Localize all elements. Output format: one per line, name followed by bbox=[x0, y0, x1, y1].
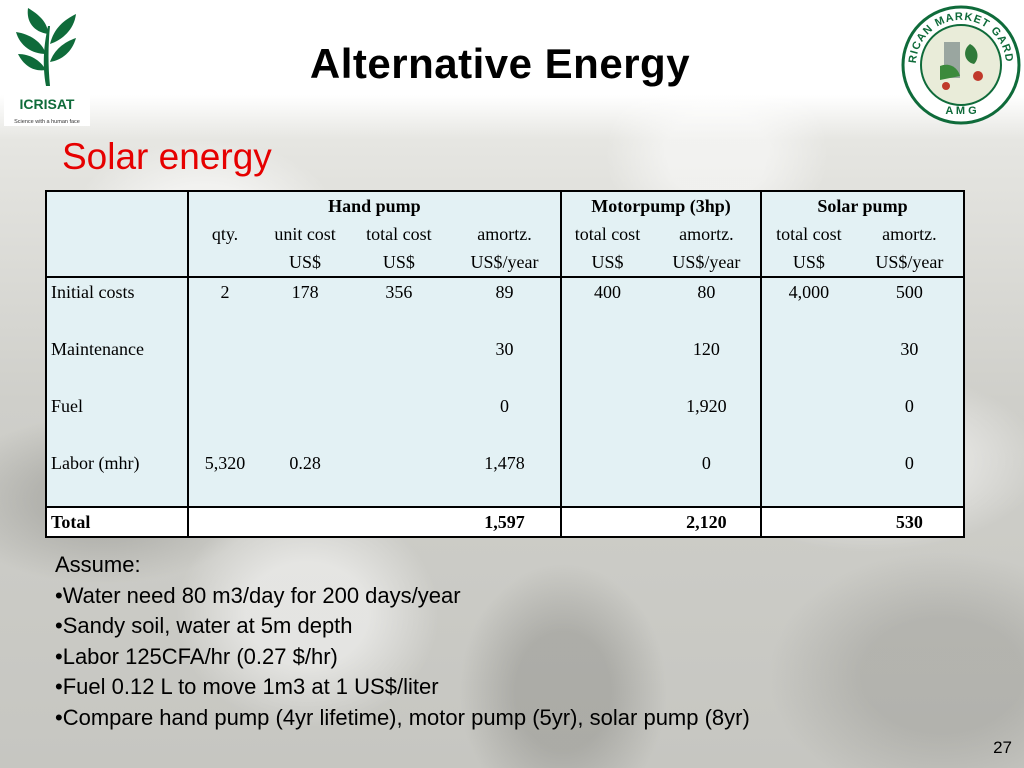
table-cell bbox=[261, 335, 349, 363]
subheader-amortz: amortz. bbox=[882, 223, 937, 244]
table-cell: 500 bbox=[895, 281, 923, 302]
unit-cell: US$/year bbox=[652, 248, 761, 278]
icrisat-tagline: Science with a human face bbox=[14, 119, 80, 125]
table-cell: 1,478 bbox=[484, 452, 525, 473]
subheader-amortz: amortz. bbox=[477, 223, 532, 244]
table-cell bbox=[560, 335, 653, 363]
subheader-qty: qty. bbox=[186, 220, 262, 248]
table-cell: 0 bbox=[904, 452, 914, 473]
table-row: Maintenance 30 120 30 bbox=[46, 335, 964, 363]
group-motorpump: Motorpump (3hp) bbox=[560, 191, 761, 220]
unit-cell: US$ bbox=[560, 248, 653, 278]
amg-seal-icon: AFRICAN MARKET GARDEN A M G bbox=[896, 0, 1021, 125]
amg-abbr: A M G bbox=[945, 105, 976, 117]
table-row: Labor (mhr) 5,320 0.28 1,478 0 0 bbox=[46, 449, 964, 477]
assumption-item: •Compare hand pump (4yr lifetime), motor… bbox=[55, 704, 750, 730]
table-cell: 30 bbox=[900, 338, 919, 359]
table-cell: 356 bbox=[385, 281, 413, 302]
total-solar-pump: 530 bbox=[855, 506, 964, 537]
table-cell bbox=[349, 392, 449, 420]
group-hand-pump: Hand pump bbox=[186, 191, 562, 220]
slide-subtitle: Solar energy bbox=[62, 136, 272, 177]
assumption-item: •Water need 80 m3/day for 200 days/year bbox=[55, 582, 461, 608]
corner-cell bbox=[46, 191, 188, 220]
table-row: Fuel 0 1,920 0 bbox=[46, 392, 964, 420]
table-cell: 89 bbox=[495, 281, 514, 302]
table-cell bbox=[349, 449, 449, 477]
table-subheader-row: qty. unit cost total cost amortz. total … bbox=[46, 220, 964, 248]
assumption-item: •Sandy soil, water at 5m depth bbox=[55, 613, 353, 638]
subheader-total-cost: total cost bbox=[560, 220, 653, 248]
table-cell: 1,920 bbox=[686, 395, 727, 416]
row-label: Fuel bbox=[51, 395, 84, 416]
row-label: Maintenance bbox=[51, 338, 144, 359]
table-cell bbox=[759, 335, 856, 363]
table-cell bbox=[349, 335, 449, 363]
table-cell: 4,000 bbox=[759, 277, 856, 306]
table-cell bbox=[560, 392, 653, 420]
table-cell: 0 bbox=[904, 395, 914, 416]
assumption-item: •Fuel 0.12 L to move 1m3 at 1 US$/liter bbox=[55, 674, 439, 699]
table-cell: 0 bbox=[701, 452, 711, 473]
table-cell: 120 bbox=[692, 338, 720, 359]
subheader-unit-cost: unit cost bbox=[274, 223, 336, 244]
unit-cell: US$ bbox=[261, 248, 349, 278]
unit-cell: US$ bbox=[348, 248, 449, 278]
icrisat-wordmark: ICRISAT bbox=[20, 96, 75, 112]
table-cell bbox=[186, 392, 262, 420]
unit-cell: US$ bbox=[759, 248, 856, 278]
slide-title: Alternative Energy bbox=[309, 40, 691, 87]
assumptions-list: Assume: •Water need 80 m3/day for 200 da… bbox=[55, 550, 750, 733]
row-label: Labor (mhr) bbox=[51, 452, 140, 473]
amg-logo: AFRICAN MARKET GARDEN A M G bbox=[896, 0, 1022, 126]
icrisat-logo: ICRISAT Science with a human face bbox=[4, 4, 90, 126]
assumptions-heading: Assume: bbox=[55, 552, 141, 577]
table-cell bbox=[186, 335, 262, 363]
table-cell bbox=[261, 392, 349, 420]
subheader-total-cost: total cost bbox=[366, 223, 432, 244]
group-solar-pump: Solar pump bbox=[759, 191, 964, 220]
row-label: Initial costs bbox=[51, 281, 135, 302]
total-label: Total bbox=[46, 506, 188, 537]
cost-comparison-table: Hand pump Motorpump (3hp) Solar pump qty… bbox=[45, 190, 965, 538]
unit-cell: US$/year bbox=[855, 248, 964, 278]
table-row: Initial costs 2 178 356 89 400 80 4,000 … bbox=[46, 277, 964, 306]
table-cell: 80 bbox=[697, 281, 716, 302]
page-number: 27 bbox=[993, 738, 1012, 757]
table-cell bbox=[759, 392, 856, 420]
table-cell bbox=[560, 449, 653, 477]
assumption-item: •Labor 125CFA/hr (0.27 $/hr) bbox=[55, 643, 338, 669]
table-cell: 30 bbox=[495, 338, 514, 359]
table-total-row: Total 1,597 2,120 530 bbox=[46, 506, 964, 537]
table-cell: 0.28 bbox=[289, 452, 321, 473]
table-units-row: US$ US$ US$/year US$ US$/year US$ US$/ye… bbox=[46, 248, 964, 278]
table-cell bbox=[759, 449, 856, 477]
table-cell: 0 bbox=[499, 395, 509, 416]
table-cell: 2 bbox=[186, 277, 262, 306]
table-cell: 400 bbox=[560, 277, 653, 306]
unit-cell: US$/year bbox=[448, 248, 562, 278]
total-motorpump: 2,120 bbox=[652, 506, 761, 537]
total-hand-pump: 1,597 bbox=[448, 506, 562, 537]
subheader-total-cost: total cost bbox=[759, 220, 856, 248]
table-cell: 178 bbox=[291, 281, 319, 302]
icrisat-leaf-icon: ICRISAT Science with a human face bbox=[14, 8, 80, 125]
table-cell: 5,320 bbox=[186, 449, 262, 477]
table-group-header-row: Hand pump Motorpump (3hp) Solar pump bbox=[46, 191, 964, 220]
subheader-amortz: amortz. bbox=[679, 223, 734, 244]
